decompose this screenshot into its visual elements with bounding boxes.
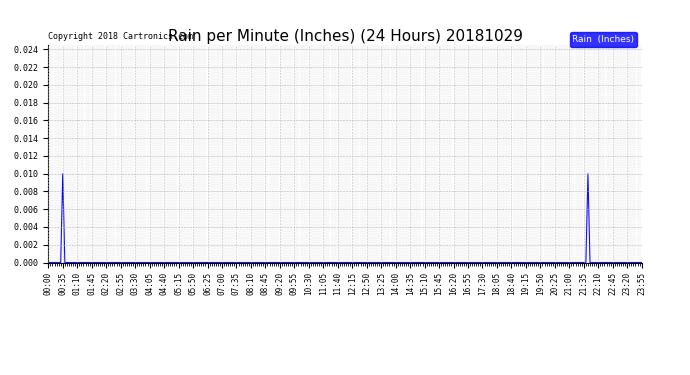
Title: Rain per Minute (Inches) (24 Hours) 20181029: Rain per Minute (Inches) (24 Hours) 2018… [168,29,522,44]
Text: Copyright 2018 Cartronics.com: Copyright 2018 Cartronics.com [48,32,193,40]
Legend: Rain  (Inches): Rain (Inches) [570,32,637,46]
